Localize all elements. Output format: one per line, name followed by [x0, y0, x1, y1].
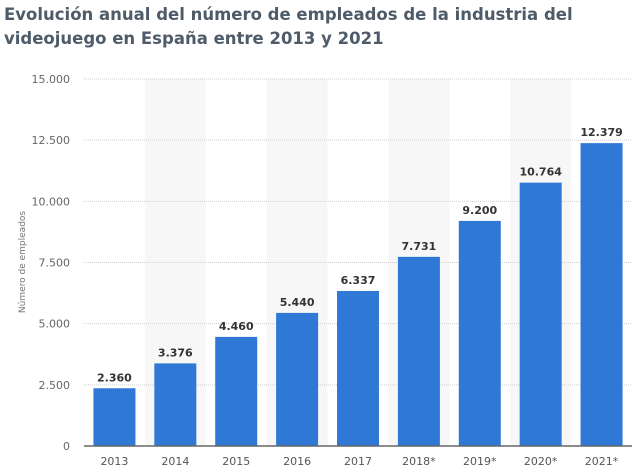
y-axis-title: Número de empleados [18, 211, 28, 314]
x-tick-label: 2016 [283, 455, 311, 468]
y-tick-label: 10.000 [32, 195, 71, 208]
bar [93, 388, 136, 446]
x-tick-label: 2013 [100, 455, 128, 468]
data-label: 9.200 [462, 204, 497, 217]
y-tick-label: 7.500 [39, 257, 71, 270]
data-label: 5.440 [280, 296, 315, 309]
bar [215, 336, 258, 446]
x-tick-label: 2018* [402, 455, 436, 468]
x-tick-label: 2021* [585, 455, 619, 468]
data-label: 3.376 [158, 346, 193, 359]
x-tick-label: 2020* [524, 455, 558, 468]
y-tick-label: 5.000 [39, 318, 71, 331]
data-label: 12.379 [580, 126, 622, 139]
bar [580, 143, 623, 446]
x-tick-label: 2015 [222, 455, 250, 468]
data-label: 2.360 [97, 371, 132, 384]
bar [458, 220, 501, 446]
x-tick-label: 2014 [161, 455, 189, 468]
y-tick-label: 0 [63, 440, 70, 453]
x-tick-label: 2017 [344, 455, 372, 468]
data-label: 4.460 [219, 320, 254, 333]
data-label: 10.764 [519, 166, 562, 179]
bar [397, 256, 440, 446]
y-tick-label: 15.000 [32, 73, 71, 86]
y-tick-label: 12.500 [32, 134, 71, 147]
bar [276, 312, 319, 446]
data-label: 7.731 [401, 240, 436, 253]
y-tick-label: 2.500 [39, 379, 71, 392]
bar [337, 290, 379, 446]
bar [154, 363, 197, 446]
x-tick-label: 2019* [463, 455, 497, 468]
bar [519, 182, 562, 446]
chart-title: Evolución anual del número de empleados … [4, 5, 573, 48]
data-label: 6.337 [341, 274, 376, 287]
